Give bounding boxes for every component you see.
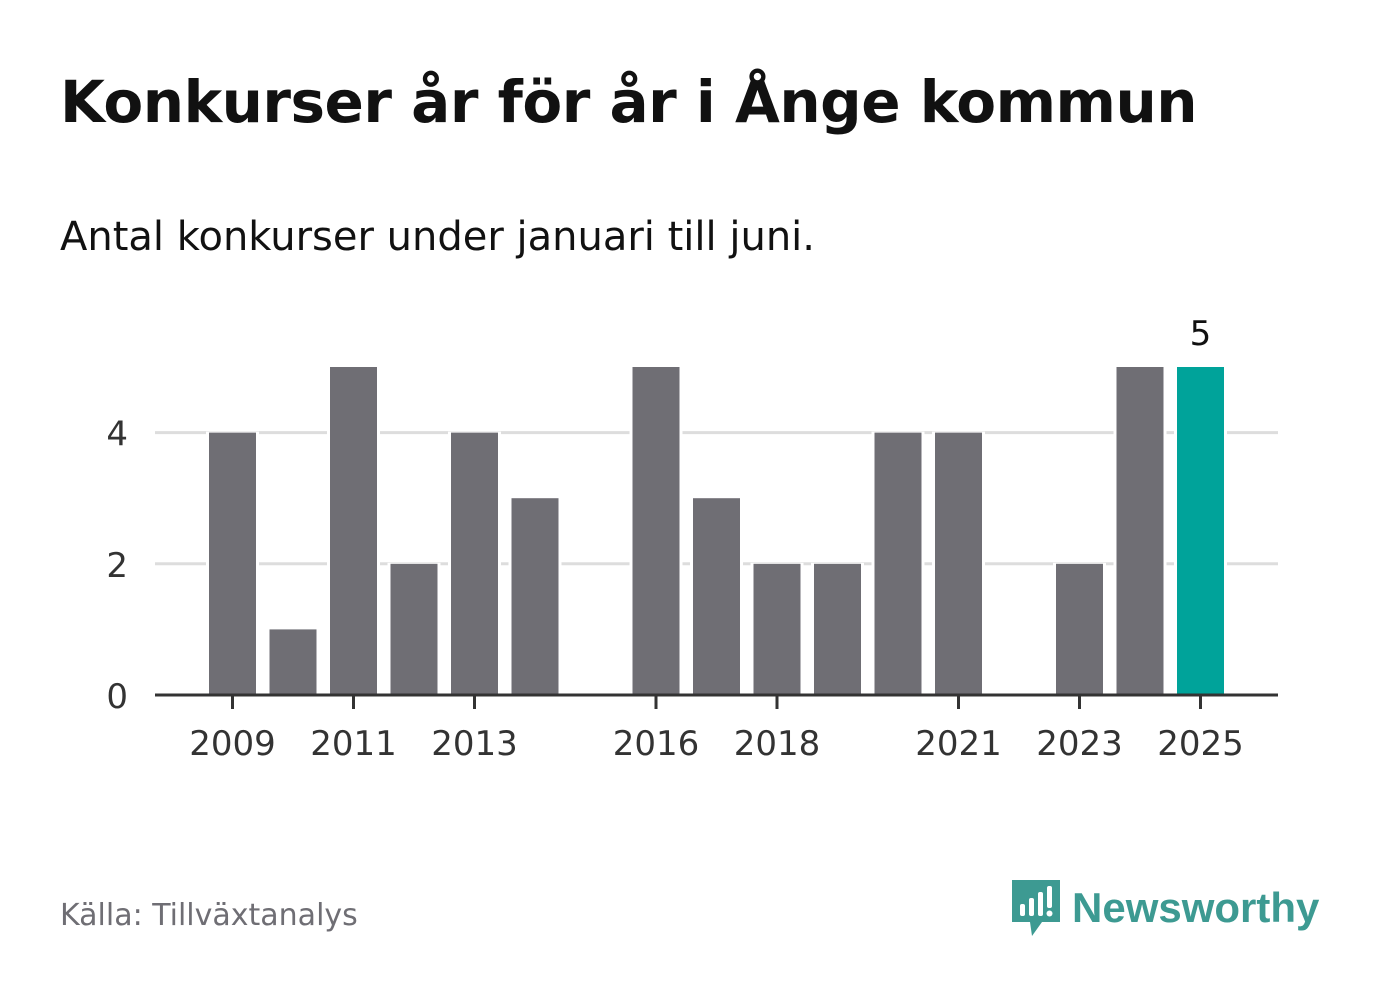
labels: 0 2 4 2009 2011 2013 2016 2018 2021 2023 2025 5 (106, 314, 1243, 764)
chart-subtitle: Antal konkurser under januari till juni. (60, 214, 815, 260)
y-tick-label-0: 0 (106, 677, 128, 717)
bar-2017 (693, 498, 740, 695)
x-tick-label-2016: 2016 (613, 724, 700, 764)
x-tick-label-2009: 2009 (189, 724, 276, 764)
bar-2023 (1056, 563, 1103, 695)
bar-2009 (209, 432, 256, 695)
axes (155, 693, 1278, 709)
data-label-2025: 5 (1190, 314, 1212, 354)
x-tick-label-2018: 2018 (734, 724, 821, 764)
bar-2016 (632, 367, 680, 695)
x-tick-label-2013: 2013 (431, 724, 518, 764)
bar-2020 (874, 432, 922, 695)
bar-2012 (390, 563, 438, 695)
bar-2025 (1177, 367, 1224, 695)
brand-name: Newsworthy (1072, 884, 1320, 931)
bar-2014 (511, 498, 559, 695)
brand-logo: Newsworthy (1010, 878, 1319, 938)
bar-2019 (814, 563, 861, 695)
bar-2018 (753, 563, 801, 695)
bar-2013 (451, 432, 498, 695)
newsworthy-icon (1012, 880, 1060, 936)
bar-2021 (935, 432, 982, 695)
source-note: Källa: Tillväxtanalys (60, 898, 358, 933)
bar-2024 (1116, 367, 1164, 695)
x-tick-label-2021: 2021 (915, 724, 1002, 764)
x-tick-label-2025: 2025 (1157, 724, 1244, 764)
x-tick-label-2011: 2011 (310, 724, 397, 764)
bars (206, 366, 1227, 695)
y-tick-label-4: 4 (106, 415, 128, 455)
bar-2011 (330, 367, 377, 695)
bar-2010 (269, 629, 317, 695)
chart-title: Konkurser år för år i Ånge kommun (60, 68, 1198, 136)
y-tick-label-2: 2 (106, 546, 128, 586)
x-tick-label-2023: 2023 (1036, 724, 1123, 764)
